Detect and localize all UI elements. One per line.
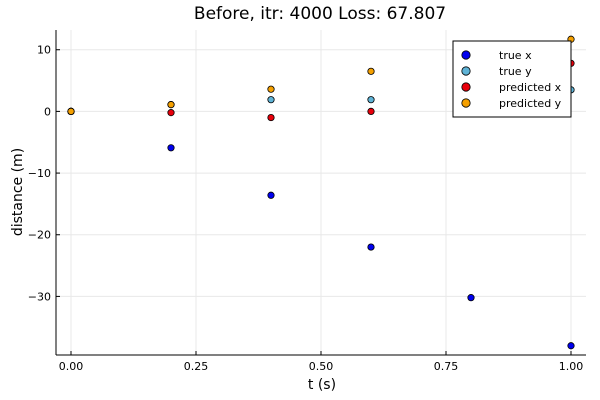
x-tick-label: 0.25 bbox=[184, 360, 209, 373]
y-axis-label: distance (m) bbox=[10, 148, 26, 236]
x-tick-label: 0.50 bbox=[309, 360, 334, 373]
x-tick-label: 1.00 bbox=[559, 360, 584, 373]
legend-marker bbox=[461, 66, 471, 76]
point-true-x bbox=[167, 144, 175, 152]
point-predicted-x bbox=[367, 107, 375, 116]
data-points bbox=[67, 35, 575, 350]
legend-marker bbox=[461, 50, 471, 60]
point-true-y bbox=[267, 96, 275, 104]
point-true-x bbox=[367, 243, 375, 251]
point-predicted-x bbox=[267, 113, 275, 122]
point-predicted-y bbox=[67, 107, 75, 116]
point-true-y bbox=[367, 96, 375, 104]
y-tick-label: −20 bbox=[28, 229, 51, 242]
x-tick-label: 0.00 bbox=[59, 360, 84, 373]
legend-label: true x bbox=[499, 49, 532, 62]
y-axis: −30 −20 −10 0 10 bbox=[28, 30, 60, 355]
y-tick-label: 10 bbox=[37, 44, 51, 57]
x-tick-label: 0.75 bbox=[434, 360, 459, 373]
legend-marker bbox=[461, 98, 471, 108]
y-tick-label: 0 bbox=[44, 105, 51, 118]
legend-box bbox=[452, 40, 572, 118]
point-predicted-y bbox=[367, 67, 375, 75]
point-true-x bbox=[467, 294, 475, 302]
point-true-x bbox=[567, 342, 575, 350]
point-predicted-y bbox=[167, 101, 175, 109]
point-true-x bbox=[267, 191, 275, 199]
x-axis-label: t (s) bbox=[308, 377, 336, 393]
point-predicted-x bbox=[167, 109, 175, 117]
point-predicted-y bbox=[267, 85, 275, 93]
legend-label: predicted x bbox=[499, 81, 562, 94]
y-tick-label: −10 bbox=[28, 167, 51, 180]
legend-label: predicted y bbox=[499, 97, 562, 110]
legend-marker bbox=[461, 82, 471, 92]
legend-label: true y bbox=[499, 65, 532, 78]
legend: true x true y predicted x predicted y bbox=[452, 40, 572, 118]
x-axis: 0.00 0.25 0.50 0.75 1.00 bbox=[56, 351, 586, 373]
chart-title: Before, itr: 4000 Loss: 67.807 bbox=[194, 4, 446, 24]
y-tick-label: −30 bbox=[28, 290, 51, 303]
